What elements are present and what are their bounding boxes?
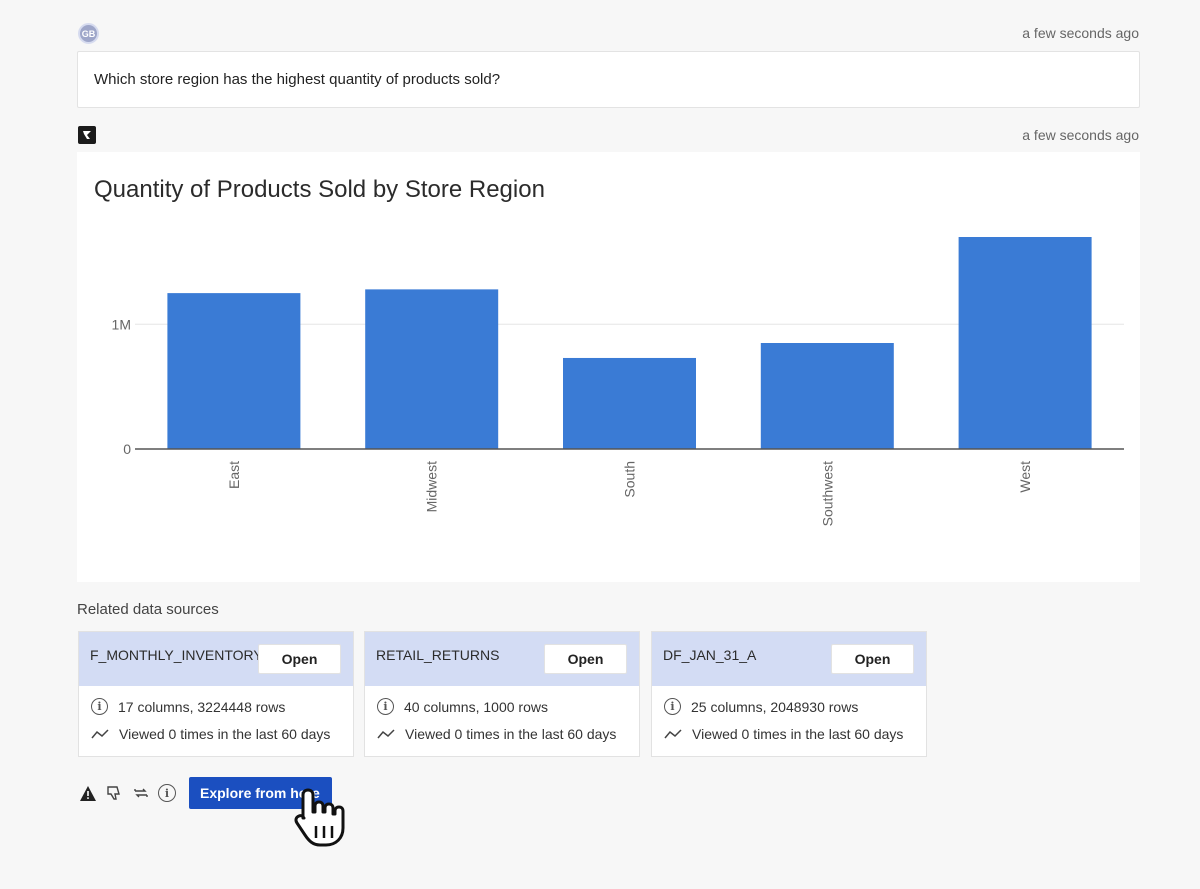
y-tick-label: 0 (123, 441, 131, 457)
source-details: 40 columns, 1000 rows (404, 698, 548, 715)
bar-west (958, 237, 1092, 449)
source-details: 17 columns, 3224448 rows (118, 698, 286, 715)
x-tick-label: South (622, 461, 638, 498)
source-views: Viewed 0 times in the last 60 days (692, 726, 904, 742)
source-name: DF_JAN_31_A (663, 647, 757, 663)
info-icon: i (377, 698, 394, 715)
user-message-timestamp: a few seconds ago (1022, 25, 1139, 41)
source-details-row: i 17 columns, 3224448 rows (91, 698, 285, 715)
bar-south (563, 357, 696, 449)
chart-card: Quantity of Products Sold by Store Regio… (77, 152, 1140, 582)
x-tick-label: Midwest (424, 461, 440, 512)
source-card-f-monthly-inventory: F_MONTHLY_INVENTORY Open i 17 columns, 3… (78, 631, 354, 757)
bar-southwest (760, 343, 894, 449)
source-card-header: F_MONTHLY_INVENTORY Open (79, 632, 353, 686)
source-name: F_MONTHLY_INVENTORY (90, 647, 263, 663)
x-tick-label: West (1017, 461, 1033, 493)
bar-chart: 0 1M East Midwest South Southwest West (112, 237, 1124, 526)
open-button[interactable]: Open (258, 644, 341, 674)
source-views-row: Viewed 0 times in the last 60 days (377, 726, 616, 742)
x-tick-label: Southwest (819, 461, 835, 526)
source-details: 25 columns, 2048930 rows (691, 698, 859, 715)
refresh-icon[interactable] (131, 783, 151, 803)
source-card-header: RETAIL_RETURNS Open (365, 632, 639, 686)
source-views: Viewed 0 times in the last 60 days (405, 726, 617, 742)
user-avatar: GB (78, 23, 99, 44)
chart-title: Quantity of Products Sold by Store Regio… (94, 176, 545, 203)
source-card-header: DF_JAN_31_A Open (652, 632, 926, 686)
bot-logo-icon (78, 126, 96, 144)
related-sources-label: Related data sources (77, 601, 219, 618)
bar-east (167, 293, 301, 449)
source-details-row: i 25 columns, 2048930 rows (664, 698, 858, 715)
source-details-row: i 40 columns, 1000 rows (377, 698, 548, 715)
y-tick-label: 1M (112, 316, 131, 332)
info-icon: i (91, 698, 108, 715)
source-views: Viewed 0 times in the last 60 days (119, 726, 331, 742)
trend-icon (377, 729, 395, 739)
bot-message-timestamp: a few seconds ago (1022, 127, 1139, 143)
trend-icon (664, 729, 682, 739)
source-card-retail-returns: RETAIL_RETURNS Open i 40 columns, 1000 r… (364, 631, 640, 757)
source-views-row: Viewed 0 times in the last 60 days (664, 726, 903, 742)
source-views-row: Viewed 0 times in the last 60 days (91, 726, 330, 742)
open-button[interactable]: Open (831, 644, 914, 674)
thumbs-down-icon[interactable] (105, 783, 125, 803)
bar-midwest (365, 289, 499, 449)
user-question: Which store region has the highest quant… (77, 51, 1140, 108)
source-card-df-jan-31-a: DF_JAN_31_A Open i 25 columns, 2048930 r… (651, 631, 927, 757)
info-icon[interactable]: i (157, 783, 177, 803)
info-glyph: i (158, 784, 176, 802)
open-button[interactable]: Open (544, 644, 627, 674)
source-name: RETAIL_RETURNS (376, 647, 500, 663)
info-icon: i (664, 698, 681, 715)
hand-cursor-icon (294, 788, 345, 847)
x-tick-label: East (226, 461, 242, 489)
trend-icon (91, 729, 109, 739)
warning-icon[interactable] (78, 783, 98, 803)
